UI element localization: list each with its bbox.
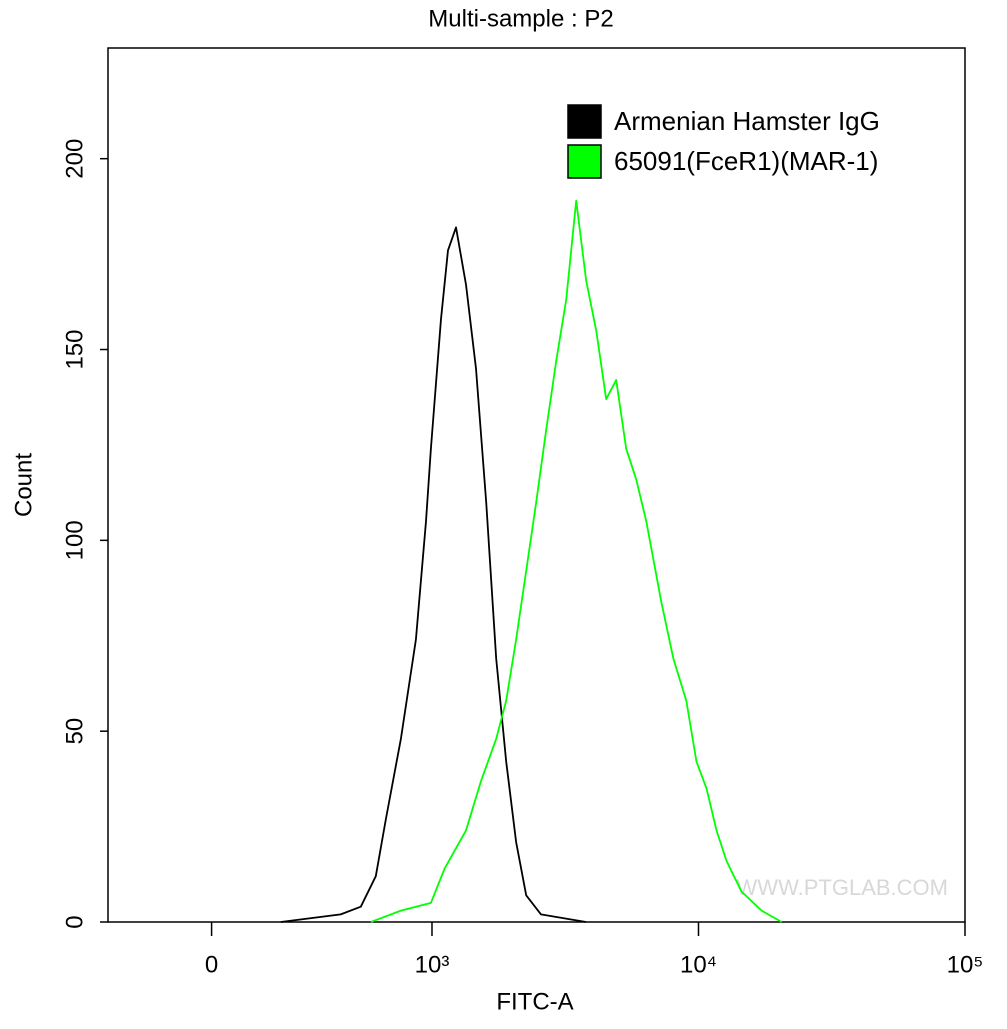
y-tick-label: 150	[61, 329, 88, 369]
x-tick-label: 0	[205, 951, 218, 978]
histogram-line	[280, 226, 587, 923]
legend-label: Armenian Hamster IgG	[614, 106, 880, 136]
y-tick-label: 0	[61, 915, 88, 928]
legend-swatch	[567, 104, 602, 139]
x-axis-label: FITC-A	[496, 988, 573, 1015]
y-axis-label: Count	[10, 453, 37, 517]
histogram-line	[370, 199, 783, 923]
x-tick-label: 10³	[415, 951, 450, 978]
chart-title: Multi-sample : P2	[428, 5, 613, 32]
watermark: WWW.PTGLAB.COM	[737, 875, 948, 900]
y-tick-label: 50	[61, 718, 88, 745]
legend-swatch	[567, 144, 602, 179]
y-tick-label: 200	[61, 139, 88, 179]
y-tick-label: 100	[61, 520, 88, 560]
legend-label: 65091(FceR1)(MAR-1)	[614, 146, 878, 176]
x-tick-label: 10⁴	[680, 951, 717, 978]
x-tick-label: 10⁵	[947, 951, 984, 978]
plot-frame	[107, 47, 966, 923]
